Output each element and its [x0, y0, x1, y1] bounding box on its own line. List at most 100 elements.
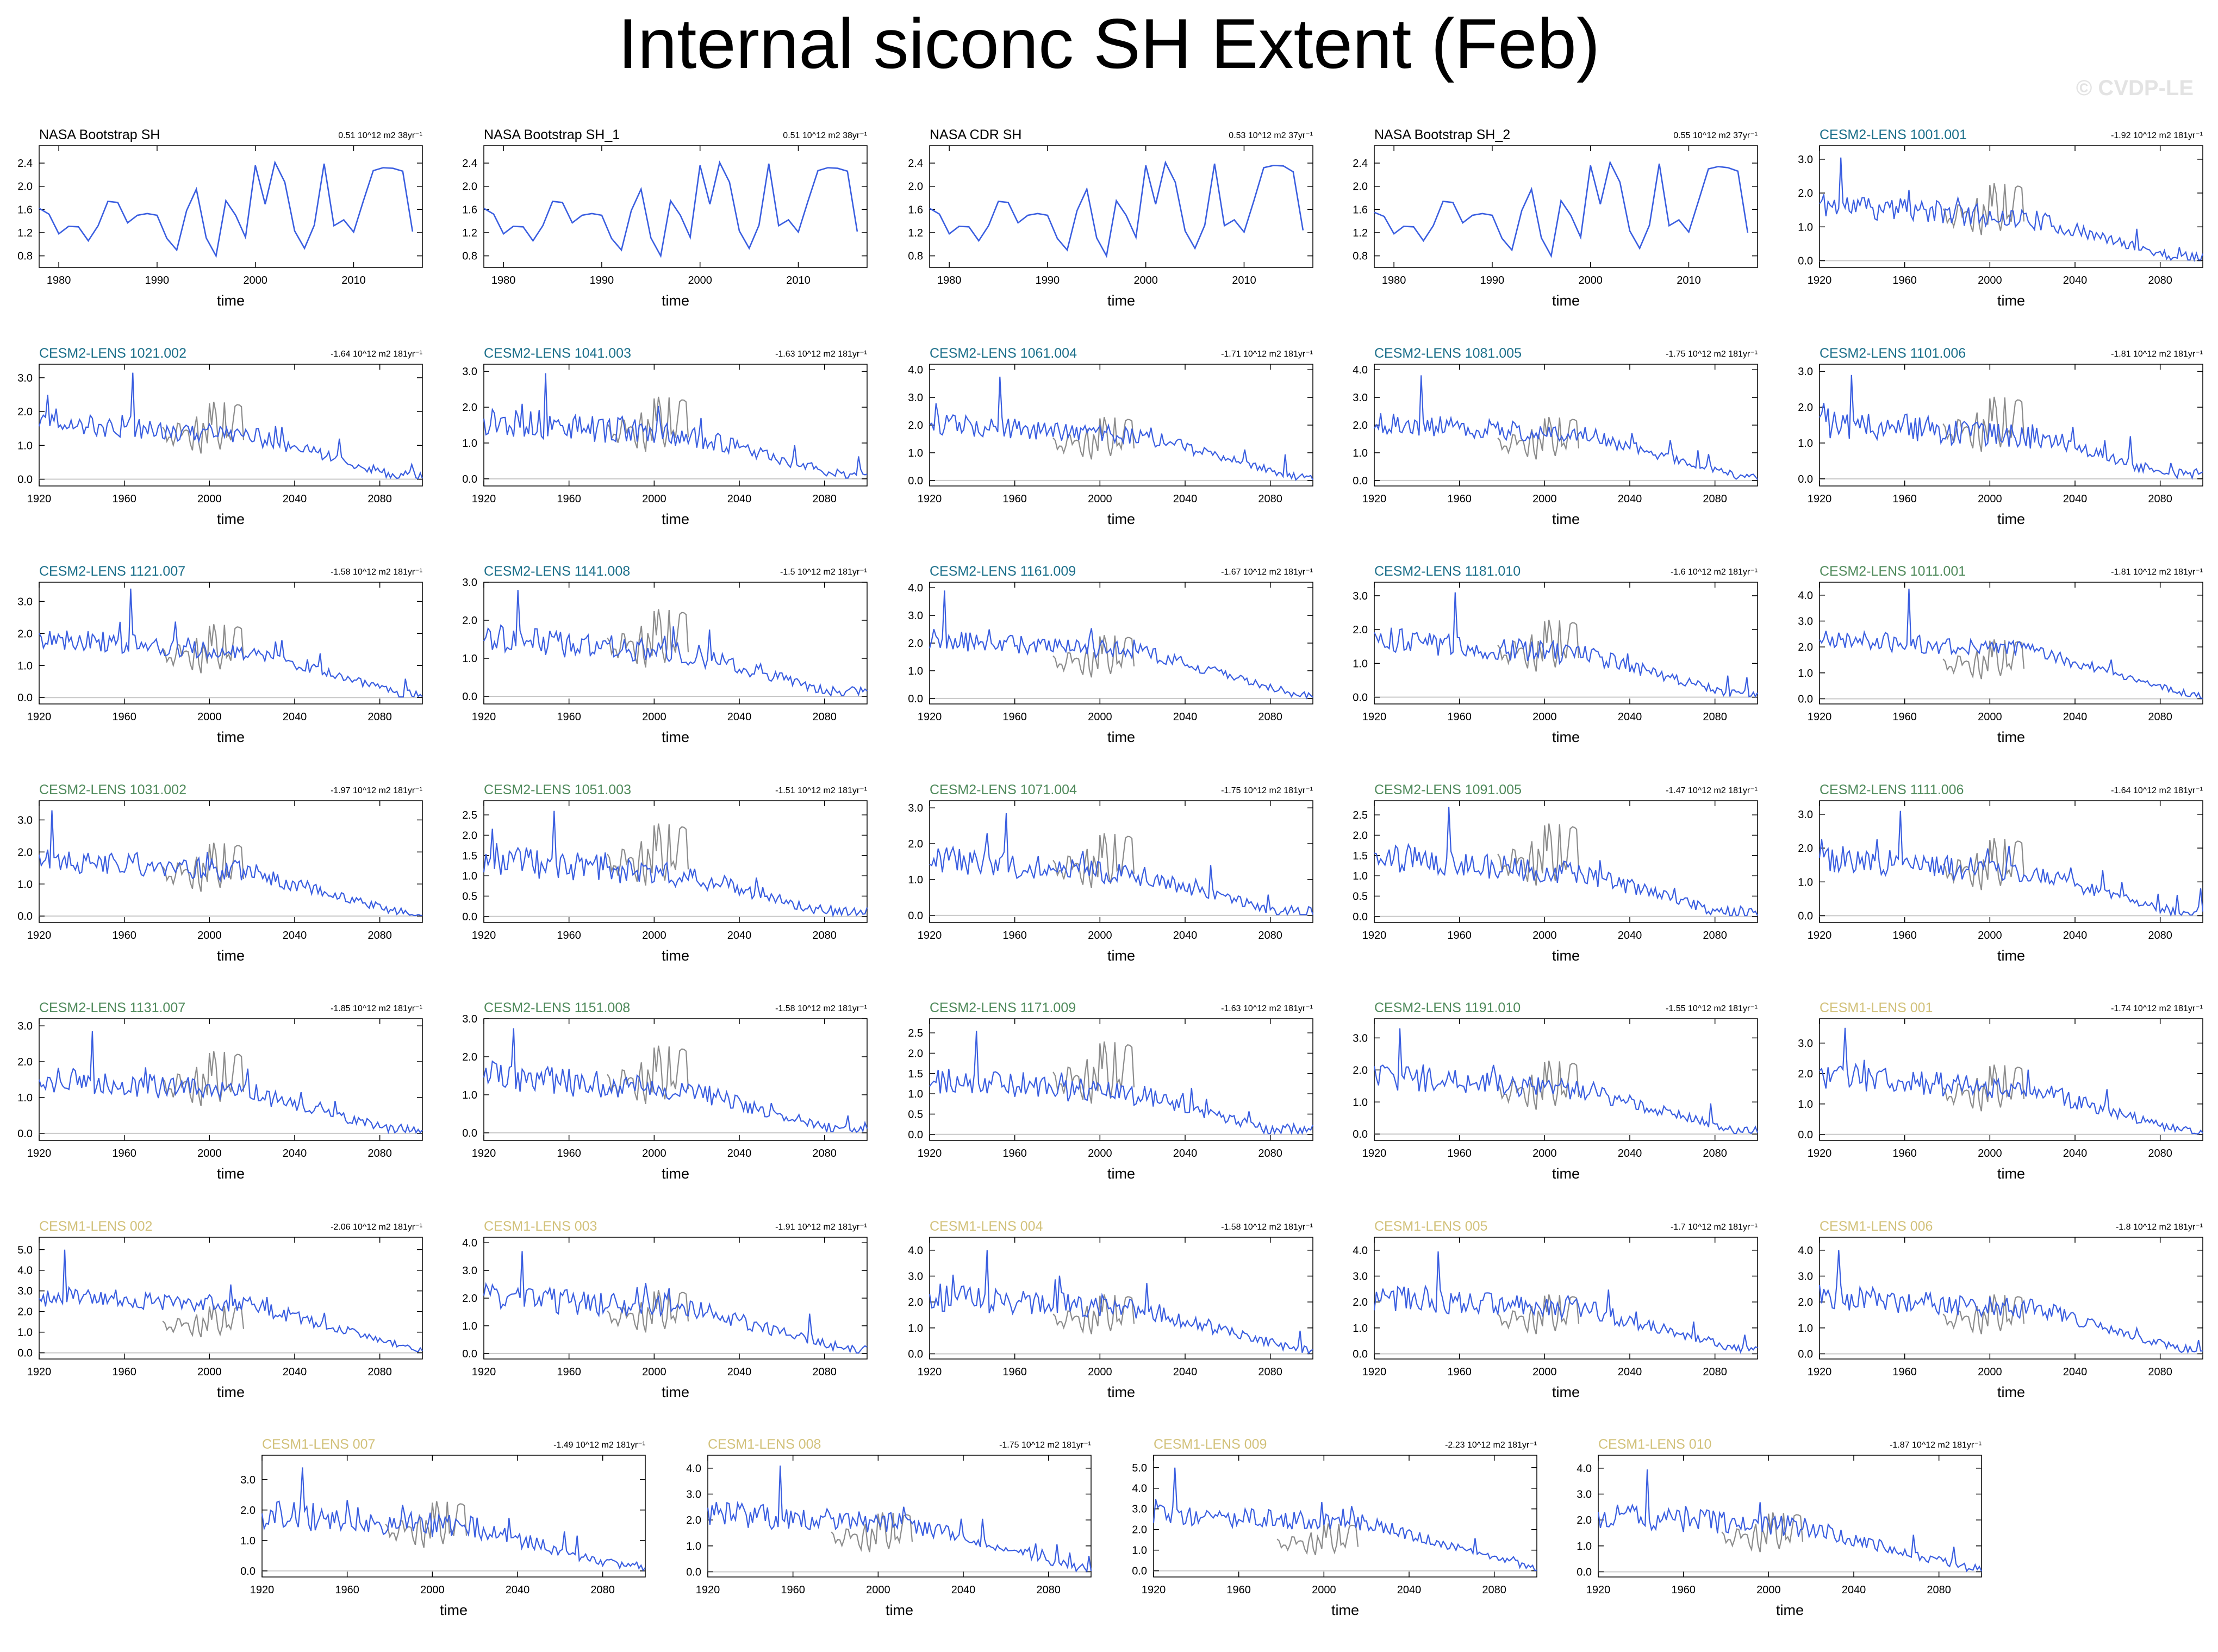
x-axis-label: time [1776, 1602, 1804, 1618]
y-tick-label: 2.0 [462, 181, 477, 193]
x-tick-label: 2040 [283, 930, 307, 942]
x-axis-label: time [217, 292, 245, 309]
x-tick-label: 1960 [1447, 1148, 1472, 1159]
panel-title: CESM1-LENS 005 [1374, 1219, 1487, 1234]
y-tick-label: 1.0 [1132, 1545, 1147, 1557]
chart-panel: CESM1-LENS 008 -1.75 10^12 m2 181yr⁻¹ 0.0 1… [686, 1437, 1092, 1618]
x-tick-label: 2040 [1173, 711, 1198, 723]
x-tick-label: 2000 [642, 930, 666, 942]
x-tick-label: 2000 [1088, 493, 1112, 505]
series-line [1374, 375, 1758, 480]
y-tick-label: 2.0 [908, 1048, 923, 1059]
chart-panel: CESM1-LENS 001 -1.74 10^12 m2 181yr⁻¹ 0.0 1… [1798, 1000, 2203, 1182]
series-line [929, 590, 1313, 700]
y-tick-label: 3.0 [462, 577, 477, 589]
y-tick-label: 3.0 [17, 372, 33, 384]
x-axis-label: time [1552, 947, 1580, 964]
x-tick-label: 2040 [1618, 1366, 1642, 1378]
trend-label: -1.91 10^12 m2 181yr⁻¹ [775, 1223, 867, 1232]
x-tick-label: 1920 [918, 1148, 942, 1159]
y-tick-label: 1.6 [908, 204, 923, 216]
x-tick-label: 2000 [688, 275, 712, 286]
watermark: © CVDP-LE [2076, 76, 2194, 100]
y-tick-label: 2.0 [240, 1505, 256, 1517]
x-tick-label: 2000 [1978, 493, 2002, 505]
x-tick-label: 2040 [1173, 1366, 1198, 1378]
x-tick-label: 2000 [642, 1148, 666, 1159]
x-tick-label: 2080 [367, 930, 392, 942]
plot-frame [929, 364, 1313, 487]
panel-title: CESM2-LENS 1141.008 [484, 564, 630, 579]
x-tick-label: 2040 [1618, 1148, 1642, 1159]
x-tick-label: 2040 [1173, 493, 1198, 505]
y-tick-label: 1.0 [462, 438, 477, 450]
x-tick-label: 2080 [1258, 1148, 1282, 1159]
x-tick-label: 1990 [1480, 275, 1505, 286]
panel-title: CESM2-LENS 1041.003 [484, 346, 631, 361]
trend-label: -1.51 10^12 m2 181yr⁻¹ [775, 786, 867, 795]
x-tick-label: 2080 [1258, 711, 1282, 723]
x-tick-label: 1960 [1892, 1148, 1917, 1159]
chart-panel: CESM1-LENS 003 -1.91 10^12 m2 181yr⁻¹ 0.0 1… [462, 1219, 868, 1400]
x-tick-label: 1920 [472, 1366, 496, 1378]
y-tick-label: 0.0 [1353, 1129, 1368, 1140]
x-tick-label: 2000 [197, 1148, 222, 1159]
x-tick-label: 2000 [1312, 1584, 1336, 1596]
y-tick-label: 0.0 [908, 475, 923, 487]
y-tick-label: 1.0 [17, 660, 33, 672]
y-tick-label: 4.0 [462, 1237, 477, 1249]
x-tick-label: 1920 [27, 711, 52, 723]
trend-label: 0.53 10^12 m2 37yr⁻¹ [1229, 131, 1313, 140]
x-tick-label: 1920 [472, 711, 496, 723]
panel-title: CESM2-LENS 1191.010 [1374, 1000, 1521, 1015]
x-tick-label: 1960 [112, 930, 136, 942]
y-tick-label: 0.0 [908, 693, 923, 705]
y-tick-label: 0.0 [462, 691, 477, 703]
x-tick-label: 1920 [1142, 1584, 1166, 1596]
panel-title: NASA CDR SH [930, 127, 1021, 142]
x-tick-label: 1920 [1362, 711, 1387, 723]
x-tick-label: 2040 [727, 711, 752, 723]
y-tick-label: 1.2 [17, 227, 33, 239]
panel-title: CESM2-LENS 1181.010 [1374, 564, 1521, 579]
x-tick-label: 2080 [2148, 711, 2172, 723]
obs-overlay-line [385, 1501, 468, 1548]
y-tick-label: 2.0 [462, 1293, 477, 1305]
x-tick-label: 2040 [951, 1584, 976, 1596]
x-tick-label: 2010 [1232, 275, 1256, 286]
x-tick-label: 2080 [367, 493, 392, 505]
obs-overlay-line [1497, 823, 1580, 886]
y-tick-label: 3.0 [686, 1488, 701, 1500]
x-axis-label: time [1107, 1165, 1135, 1182]
chart-panel: CESM2-LENS 1181.010 -1.6 10^12 m2 181yr⁻¹… [1353, 564, 1758, 745]
y-tick-label: 2.0 [1798, 1068, 1813, 1080]
y-tick-label: 3.0 [462, 1265, 477, 1277]
x-axis-label: time [1107, 1384, 1135, 1400]
x-tick-label: 1960 [1447, 930, 1472, 942]
y-tick-label: 2.0 [1798, 843, 1813, 855]
chart-panel: CESM2-LENS 1101.006 -1.81 10^12 m2 181yr⁻… [1798, 346, 2203, 527]
x-tick-label: 1920 [27, 493, 52, 505]
obs-overlay-line [1497, 1294, 1580, 1335]
plot-frame [39, 582, 423, 705]
x-tick-label: 1920 [1808, 493, 1832, 505]
x-tick-label: 2000 [197, 493, 222, 505]
plot-frame [39, 1237, 423, 1360]
y-tick-label: 3.0 [1353, 392, 1368, 404]
trend-label: 0.55 10^12 m2 37yr⁻¹ [1673, 131, 1758, 140]
x-tick-label: 1960 [1892, 275, 1917, 286]
y-tick-label: 0.0 [462, 1127, 477, 1139]
x-axis-label: time [1997, 1165, 2025, 1182]
x-tick-label: 2040 [1618, 711, 1642, 723]
y-tick-label: 0.0 [240, 1566, 256, 1578]
x-tick-label: 1960 [557, 493, 581, 505]
x-axis-label: time [1107, 729, 1135, 745]
x-tick-label: 2040 [283, 493, 307, 505]
trend-label: -1.55 10^12 m2 181yr⁻¹ [1666, 1004, 1758, 1013]
panel-title: CESM2-LENS 1091.005 [1374, 782, 1522, 797]
x-tick-label: 2040 [283, 1366, 307, 1378]
x-tick-label: 2080 [367, 711, 392, 723]
obs-overlay-line [162, 401, 245, 454]
x-axis-label: time [662, 729, 689, 745]
obs-overlay-line [1942, 1064, 2025, 1112]
